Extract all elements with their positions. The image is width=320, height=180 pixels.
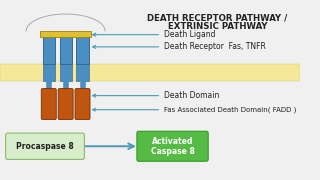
FancyBboxPatch shape bbox=[75, 89, 90, 120]
FancyBboxPatch shape bbox=[137, 131, 208, 161]
Text: Death Receptor  Fas, TNFR: Death Receptor Fas, TNFR bbox=[92, 42, 266, 51]
FancyBboxPatch shape bbox=[76, 64, 89, 81]
FancyBboxPatch shape bbox=[41, 89, 56, 120]
FancyBboxPatch shape bbox=[6, 133, 84, 159]
Text: DEATH RECEPTOR PATHWAY /: DEATH RECEPTOR PATHWAY / bbox=[148, 13, 288, 22]
FancyBboxPatch shape bbox=[0, 64, 300, 81]
FancyBboxPatch shape bbox=[60, 64, 72, 81]
Text: Death Domain: Death Domain bbox=[92, 91, 220, 100]
FancyBboxPatch shape bbox=[76, 37, 89, 64]
Text: Procaspase 8: Procaspase 8 bbox=[16, 142, 74, 151]
FancyBboxPatch shape bbox=[43, 64, 55, 81]
FancyBboxPatch shape bbox=[60, 37, 72, 64]
FancyBboxPatch shape bbox=[40, 31, 92, 37]
Text: Fas Associated Death Domain( FADD ): Fas Associated Death Domain( FADD ) bbox=[92, 106, 296, 113]
FancyBboxPatch shape bbox=[58, 89, 73, 120]
Text: Death Ligand: Death Ligand bbox=[92, 30, 216, 39]
Text: Activated
Caspase 8: Activated Caspase 8 bbox=[151, 137, 195, 156]
FancyBboxPatch shape bbox=[43, 37, 55, 64]
Text: EXTRINSIC PATHWAY: EXTRINSIC PATHWAY bbox=[168, 22, 267, 31]
